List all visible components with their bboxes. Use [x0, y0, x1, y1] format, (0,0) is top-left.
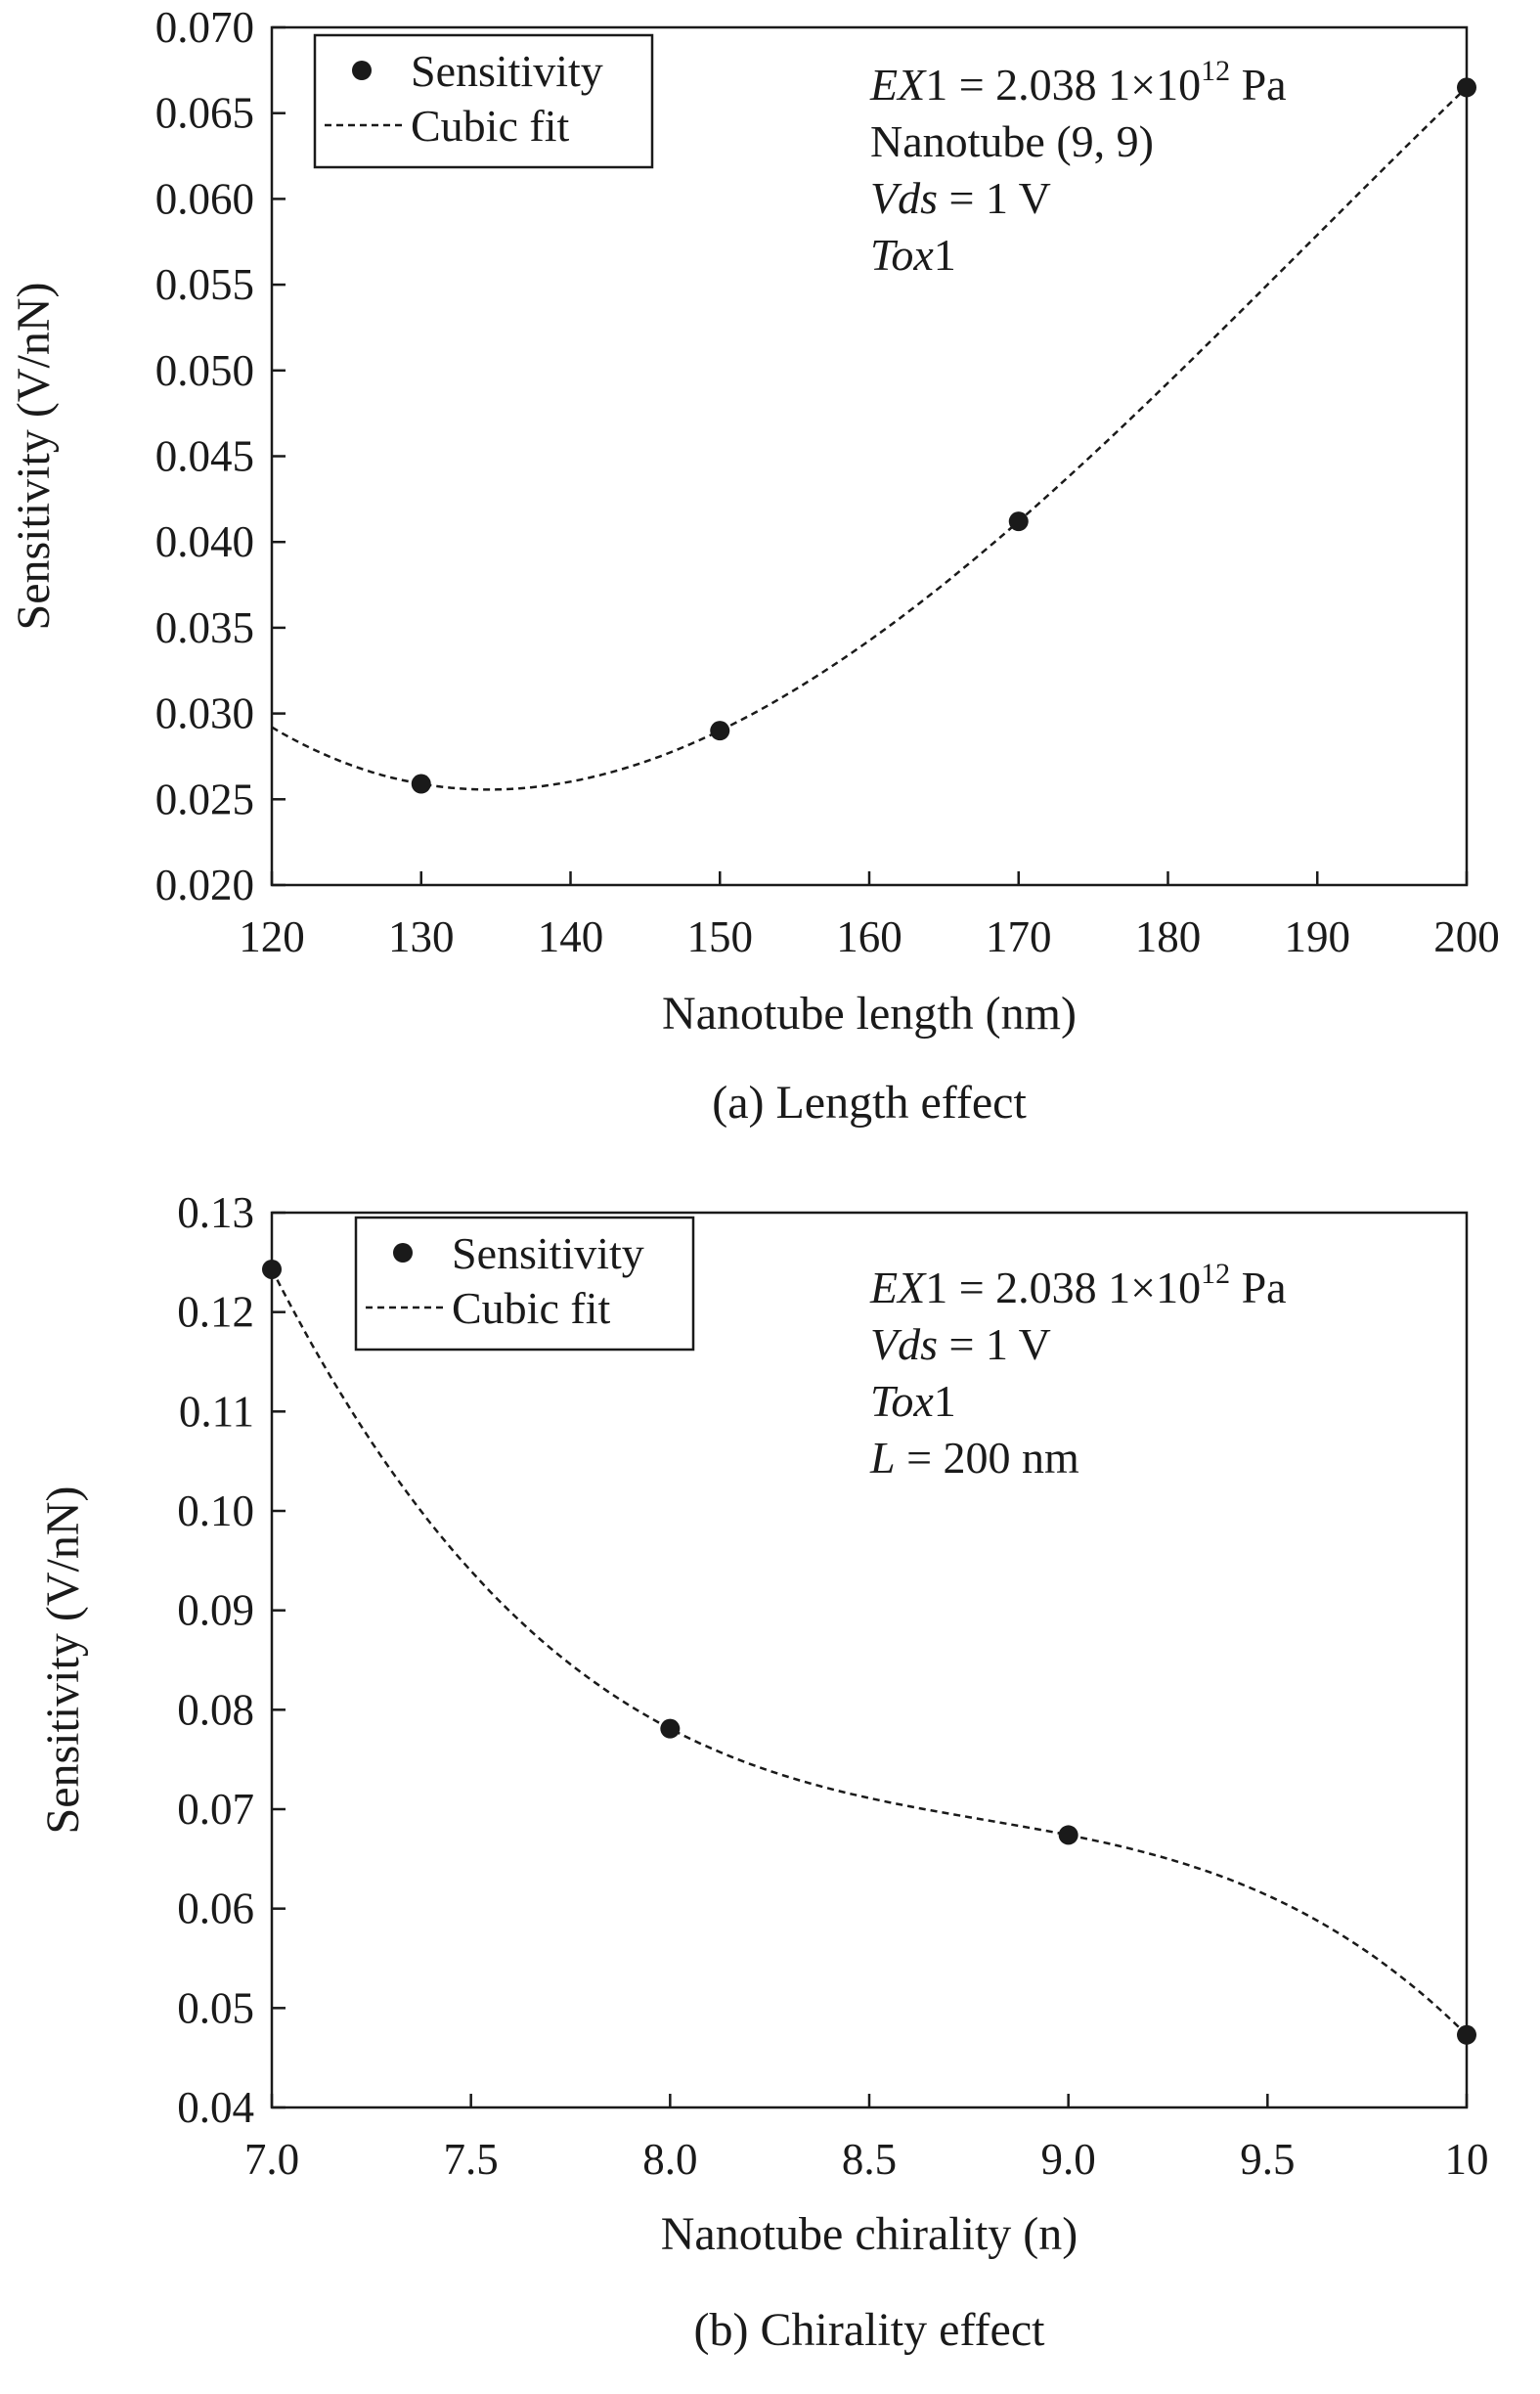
x-tick-label: 140: [538, 912, 604, 961]
chart-caption: (b) Chirality effect: [694, 2304, 1046, 2356]
x-tick-label: 170: [986, 912, 1052, 961]
x-tick-label: 130: [388, 912, 455, 961]
annotation-line: Vds = 1 V: [870, 173, 1051, 223]
annotation-block: EX1 = 2.038 1×1012 Pa Vds = 1 V Tox1 L = 20…: [869, 1258, 1287, 1483]
annotation-line: EX1 = 2.038 1×1012 Pa: [869, 1258, 1287, 1312]
annotation-line: Vds = 1 V: [870, 1319, 1051, 1369]
y-tick-label: 0.12: [177, 1288, 254, 1337]
x-tick-label: 200: [1433, 912, 1500, 961]
sensitivity-point: [660, 1718, 681, 1739]
y-tick-label: 0.020: [155, 861, 254, 909]
x-tick-label: 7.5: [444, 2135, 499, 2184]
legend-label: Sensitivity: [452, 1228, 644, 1278]
y-axis-title: Sensitivity (V/nN): [37, 1486, 89, 1835]
sensitivity-point: [1457, 2024, 1476, 2045]
x-tick-label: 8.5: [842, 2135, 897, 2184]
annotation-line: Nanotube (9, 9): [870, 116, 1154, 166]
legend-dot-icon: [393, 1243, 413, 1263]
annotation-line: Tox1: [870, 230, 956, 280]
y-tick-label: 0.07: [177, 1785, 254, 1834]
y-tick-label: 0.05: [177, 1983, 254, 2032]
x-tick-label: 190: [1285, 912, 1351, 961]
x-tick-label: 9.5: [1240, 2135, 1295, 2184]
legend-label: Sensitivity: [411, 46, 603, 96]
y-tick-label: 0.10: [177, 1486, 254, 1535]
legend-box: [354, 1216, 695, 1352]
y-tick-label: 0.050: [155, 346, 254, 395]
sensitivity-point: [1058, 1825, 1078, 1845]
annotation-block: EX1 = 2.038 1×1012 Pa Nanotube (9, 9) Vds …: [869, 55, 1287, 280]
cubic-fit-line: [270, 1268, 1468, 2036]
sensitivity-point: [411, 774, 431, 794]
y-tick-label: 0.035: [155, 603, 254, 652]
x-tick-label: 7.0: [244, 2135, 299, 2184]
y-tick-label: 0.08: [177, 1685, 254, 1734]
legend-dot-icon: [352, 61, 372, 80]
chart-caption: (a) Length effect: [712, 1077, 1027, 1129]
y-tick-label: 0.09: [177, 1586, 254, 1635]
y-tick-label: 0.070: [155, 3, 254, 52]
x-axis-title: Nanotube length (nm): [662, 988, 1077, 1040]
annotation-line: EX1 = 2.038 1×1012 Pa: [869, 55, 1287, 110]
sensitivity-point: [1008, 511, 1029, 532]
x-axis-title: Nanotube chirality (n): [661, 2208, 1078, 2260]
y-tick-label: 0.04: [177, 2083, 254, 2132]
legend-label: Cubic fit: [452, 1283, 610, 1333]
x-tick-label: 150: [687, 912, 754, 961]
cubic-fit-line: [271, 86, 1468, 791]
x-tick-label: 160: [836, 912, 902, 961]
y-axis-title: Sensitivity (V/nN): [8, 283, 60, 631]
y-tick-label: 0.030: [155, 689, 254, 738]
annotation-line: Tox1: [870, 1376, 956, 1426]
y-tick-label: 0.040: [155, 517, 254, 566]
y-tick-label: 0.045: [155, 432, 254, 481]
chirality-effect-chart: 7.0 7.5 8.0 8.5 9.0 9.5 10 0.04 0.05 0.06 0.07 0.08…: [37, 1188, 1489, 2356]
x-tick-label: 120: [239, 912, 305, 961]
y-tick-label: 0.055: [155, 260, 254, 309]
x-tick-label: 8.0: [642, 2135, 697, 2184]
y-tick-label: 0.060: [155, 174, 254, 223]
y-tick-label: 0.025: [155, 775, 254, 823]
y-tick-label: 0.065: [155, 89, 254, 138]
x-tick-label: 9.0: [1041, 2135, 1096, 2184]
annotation-line: L = 200 nm: [869, 1433, 1079, 1483]
x-tick-label: 10: [1445, 2135, 1489, 2184]
length-effect-chart: 120 130 140 150 160 170 180 190 200 0.020 0.025 0.0…: [8, 3, 1500, 1129]
y-tick-label: 0.13: [177, 1188, 254, 1237]
legend-box: [313, 33, 654, 169]
legend-label: Cubic fit: [411, 101, 569, 151]
y-tick-label: 0.06: [177, 1884, 254, 1933]
sensitivity-point: [262, 1259, 282, 1279]
sensitivity-point: [1457, 77, 1476, 98]
sensitivity-point: [710, 721, 730, 741]
y-tick-label: 0.11: [179, 1387, 254, 1436]
x-tick-label: 180: [1135, 912, 1202, 961]
